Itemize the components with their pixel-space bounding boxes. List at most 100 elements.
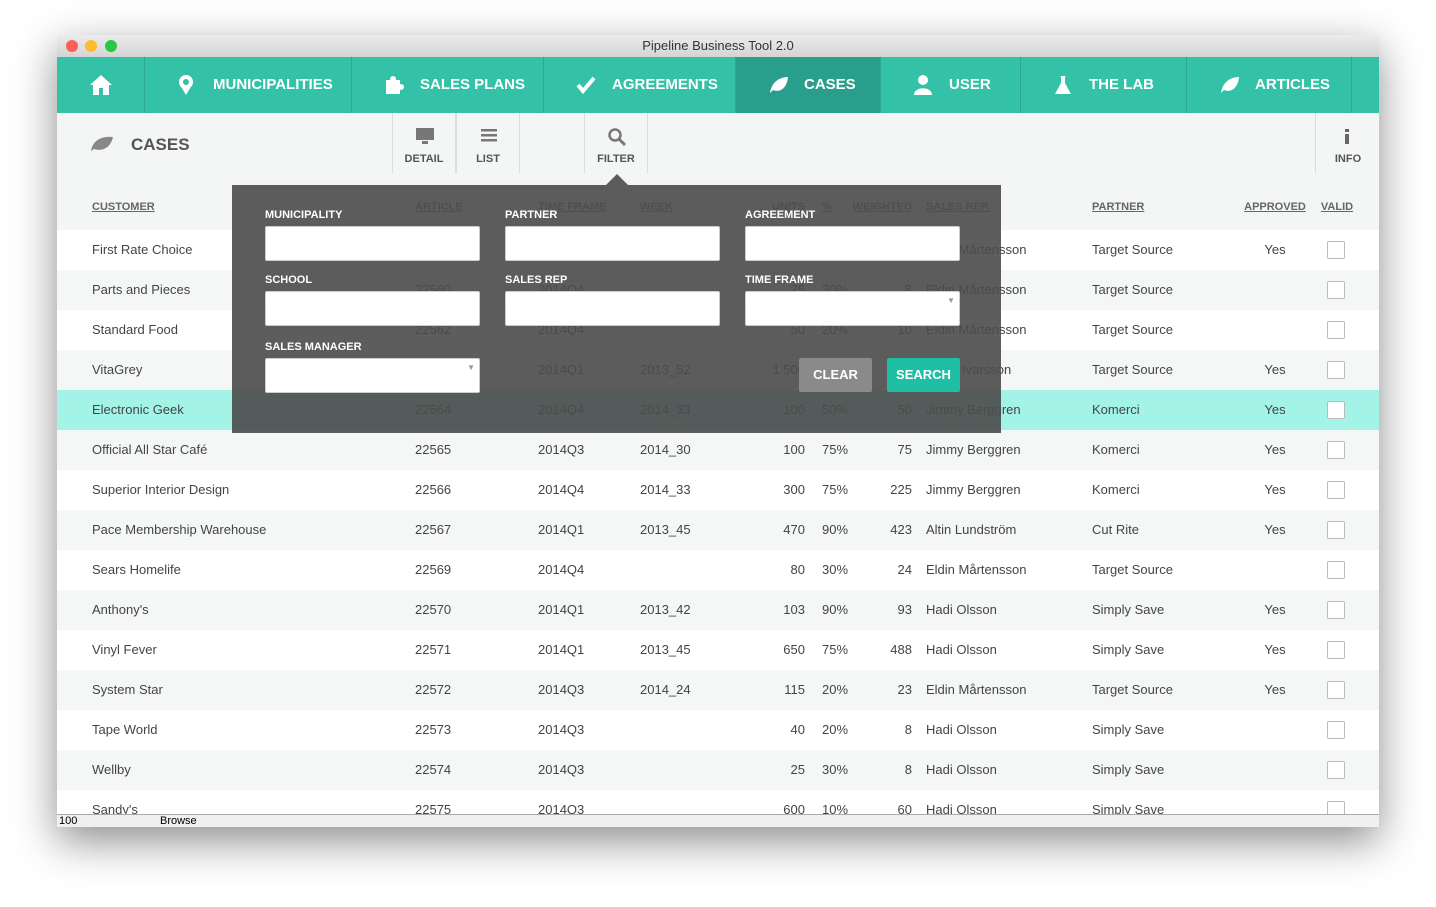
table-cell: Target Source	[1092, 362, 1173, 377]
table-cell: Hadi Olsson	[926, 762, 997, 777]
valid-checkbox[interactable]	[1327, 361, 1345, 379]
valid-checkbox[interactable]	[1327, 401, 1345, 419]
nav-tab[interactable]: MUNICIPALITIES	[145, 57, 352, 113]
table-cell: 25	[790, 762, 805, 777]
toolbar-button[interactable]: LIST	[456, 113, 520, 173]
table-cell: 2014Q3	[538, 442, 585, 457]
filter-input[interactable]	[265, 226, 480, 261]
filter-label: PARTNER	[505, 209, 558, 221]
valid-checkbox[interactable]	[1327, 721, 1345, 739]
valid-checkbox[interactable]	[1327, 761, 1345, 779]
table-cell: 2013_45	[640, 642, 691, 657]
valid-checkbox[interactable]	[1327, 321, 1345, 339]
filter-input[interactable]: ▼	[745, 291, 960, 326]
table-cell: Target Source	[1092, 282, 1173, 297]
table-row[interactable]: Anthony's 22570 2014Q1 2013_42 103 90% 93 Hadi …	[57, 590, 1379, 630]
column-header[interactable]: APPROVED	[1244, 201, 1306, 213]
clear-button[interactable]: CLEAR	[799, 358, 872, 392]
toolbar: CASES DETAIL LIST FILTER INFO	[57, 113, 1379, 174]
table-cell: 103	[783, 602, 805, 617]
minimize-button[interactable]	[85, 40, 97, 52]
table-cell: 20%	[822, 722, 849, 737]
search-button[interactable]: SEARCH	[887, 358, 960, 392]
filter-input[interactable]	[505, 291, 720, 326]
info-button[interactable]: INFO	[1315, 113, 1379, 173]
table-cell: Target Source	[1092, 322, 1173, 337]
home-icon	[90, 75, 112, 95]
valid-checkbox[interactable]	[1327, 441, 1345, 459]
column-header[interactable]: VALID	[1320, 201, 1354, 213]
table-cell: 8	[904, 722, 912, 737]
valid-checkbox[interactable]	[1327, 481, 1345, 499]
valid-checkbox[interactable]	[1327, 521, 1345, 539]
toolbar-label: FILTER	[597, 153, 635, 165]
table-row[interactable]: System Star 22572 2014Q3 2014_24 115 20% 23 Eld…	[57, 670, 1379, 710]
nav-tab[interactable]: SALES PLANS	[352, 57, 544, 113]
table-cell: Target Source	[1092, 682, 1173, 697]
table-cell: 24	[897, 562, 912, 577]
home-tab[interactable]	[57, 57, 145, 113]
toolbar-button[interactable]: FILTER	[584, 113, 648, 173]
table-cell: 2014Q1	[538, 602, 585, 617]
nav-tab[interactable]: USER	[881, 57, 1021, 113]
table-cell: Komerci	[1092, 442, 1140, 457]
table-row[interactable]: Superior Interior Design 22566 2014Q4 2014_…	[57, 470, 1379, 510]
table-cell: 2014Q3	[538, 802, 585, 814]
filter-panel: MUNICIPALITY PARTNER AGREEMENT SCHOOL SALES …	[232, 174, 1001, 433]
nav-label: MUNICIPALITIES	[213, 76, 333, 93]
toolbar-button[interactable]: DETAIL	[392, 113, 456, 173]
table-cell: 600	[783, 802, 805, 814]
table-cell: 93	[897, 602, 912, 617]
table-row[interactable]: Vinyl Fever 22571 2014Q1 2013_45 650 75% 488 Ha…	[57, 630, 1379, 670]
filter-input[interactable]	[505, 226, 720, 261]
valid-checkbox[interactable]	[1327, 801, 1345, 814]
nav-icon	[1055, 76, 1071, 94]
column-header[interactable]: PARTNER	[1092, 201, 1145, 213]
filter-input[interactable]	[745, 226, 960, 261]
table-cell: Simply Save	[1092, 642, 1165, 657]
zoom-button[interactable]	[105, 40, 117, 52]
table-cell: 22575	[415, 802, 452, 814]
valid-checkbox[interactable]	[1327, 241, 1345, 259]
table-cell: 115	[784, 682, 805, 697]
valid-checkbox[interactable]	[1327, 281, 1345, 299]
table-cell: Simply Save	[1092, 722, 1165, 737]
nav-tab[interactable]: THE LAB	[1021, 57, 1187, 113]
table-row[interactable]: Pace Membership Warehouse 22567 2014Q1 2013…	[57, 510, 1379, 550]
table-cell: Komerci	[1092, 402, 1140, 417]
nav-tab[interactable]: ARTICLES	[1187, 57, 1352, 113]
valid-checkbox[interactable]	[1327, 681, 1345, 699]
info-icon	[1345, 129, 1349, 144]
table-cell: Vinyl Fever	[92, 642, 157, 657]
table-cell: 22570	[415, 602, 452, 617]
nav-tab[interactable]: AGREEMENTS	[544, 57, 736, 113]
close-button[interactable]	[66, 40, 78, 52]
table-cell: Komerci	[1092, 482, 1140, 497]
table-row[interactable]: Official All Star Café 22565 2014Q3 2014_30…	[57, 430, 1379, 470]
table-row[interactable]: Sears Homelife 22569 2014Q4 80 30% 24 Eldin Må…	[57, 550, 1379, 590]
table-cell: Eldin Mårtensson	[926, 562, 1027, 577]
nav-tab[interactable]: CASES	[736, 57, 881, 113]
table-row[interactable]: Tape World 22573 2014Q3 40 20% 8 Hadi Olsson Si…	[57, 710, 1379, 750]
table-cell: Yes	[1264, 482, 1286, 497]
filter-input[interactable]	[265, 291, 480, 326]
table-cell: Anthony's	[92, 602, 149, 617]
table-cell: 2014Q3	[538, 682, 585, 697]
valid-checkbox[interactable]	[1327, 561, 1345, 579]
table-cell: Simply Save	[1092, 802, 1165, 814]
table-cell: Wellby	[92, 762, 131, 777]
table-row[interactable]: Sandy's 22575 2014Q3 600 10% 60 Hadi Olsson Sim…	[57, 790, 1379, 814]
column-header[interactable]: CUSTOMER	[92, 201, 155, 213]
table-cell: 75%	[822, 642, 849, 657]
table-cell: Electronic Geek	[92, 402, 184, 417]
table-cell: First Rate Choice	[92, 242, 193, 257]
valid-checkbox[interactable]	[1327, 641, 1345, 659]
status-bar: 100 Browse	[57, 814, 1379, 827]
table-row[interactable]: Wellby 22574 2014Q3 25 30% 8 Hadi Olsson Simply…	[57, 750, 1379, 790]
valid-checkbox[interactable]	[1327, 601, 1345, 619]
filter-input[interactable]: ▼	[265, 358, 480, 393]
app-window: Pipeline Business Tool 2.0 MUNICIPALITIE…	[57, 35, 1379, 827]
toolbar-icon	[481, 129, 497, 142]
table-cell: 10%	[822, 802, 849, 814]
